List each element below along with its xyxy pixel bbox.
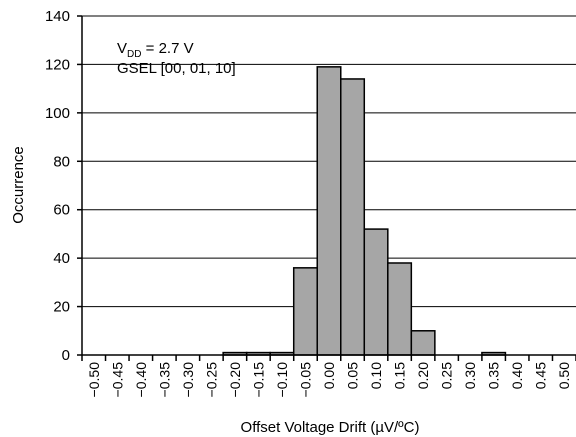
x-tick-label: −0.40 xyxy=(133,362,149,398)
y-axis-label: Occurrence xyxy=(10,146,27,224)
x-tick-label: −0.15 xyxy=(250,362,266,398)
x-tick-label: −0.35 xyxy=(156,362,172,398)
x-tick-label: 0.40 xyxy=(509,362,525,389)
x-tick-label: 0.25 xyxy=(439,362,455,389)
y-tick-label: 80 xyxy=(53,153,70,170)
bar xyxy=(387,262,413,356)
y-tick-label: 120 xyxy=(45,56,70,73)
x-tick-label: 0.10 xyxy=(368,362,384,389)
y-tick-label: 60 xyxy=(53,202,70,219)
x-tick-label: −0.20 xyxy=(227,362,243,398)
x-ticks: −0.50 −0.45 −0.40 −0.35 −0.30 −0.25 −0.20 −0.15… xyxy=(81,355,576,398)
y-ticks: 0 20 40 60 80 100 120 140 xyxy=(45,8,82,364)
y-tick-label: 100 xyxy=(45,105,70,122)
x-tick-label: −0.10 xyxy=(274,362,290,398)
x-tick-label: −0.25 xyxy=(203,362,219,398)
x-tick-label: 0.30 xyxy=(462,362,478,389)
x-tick-label: −0.30 xyxy=(180,362,196,398)
x-tick-label: −0.50 xyxy=(86,362,102,398)
bars xyxy=(222,66,507,356)
x-tick-label: −0.45 xyxy=(109,362,125,398)
x-tick-label: 0.50 xyxy=(556,362,572,389)
y-tick-label: 140 xyxy=(45,8,70,25)
axes xyxy=(81,16,576,356)
x-axis-label: Offset Voltage Drift (µV/ºC) xyxy=(241,419,420,436)
x-tick-label: 0.00 xyxy=(321,362,337,389)
y-tick-label: 40 xyxy=(53,250,70,267)
annotation-gsel: GSEL [00, 01, 10] xyxy=(117,60,236,77)
y-tick-label: 20 xyxy=(53,299,70,316)
x-tick-label: 0.20 xyxy=(415,362,431,389)
annotation-supply-voltage: VDD = 2.7 V xyxy=(117,40,194,60)
bar xyxy=(316,66,342,356)
x-tick-label: 0.05 xyxy=(345,362,361,389)
x-tick-label: 0.15 xyxy=(392,362,408,389)
bar xyxy=(410,330,436,356)
bar xyxy=(292,267,318,356)
y-tick-label: 0 xyxy=(62,347,70,364)
x-tick-label: −0.05 xyxy=(297,362,313,398)
x-tick-label: 0.35 xyxy=(486,362,502,389)
bar xyxy=(340,78,366,356)
bar xyxy=(363,228,389,356)
x-tick-label: 0.45 xyxy=(533,362,549,389)
